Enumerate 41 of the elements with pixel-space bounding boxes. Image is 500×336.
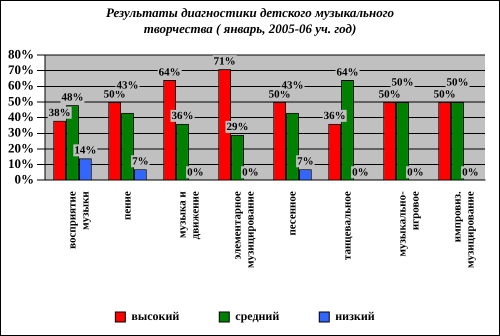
legend-label: низкий bbox=[335, 309, 375, 324]
x-tick-label: восприятие музыки bbox=[66, 190, 92, 249]
data-label: 50% bbox=[434, 88, 456, 100]
legend-label: высокий bbox=[131, 309, 180, 324]
y-tick-label: 30% bbox=[8, 124, 34, 140]
data-label: 48% bbox=[62, 91, 84, 104]
chart-title: Результаты диагностики детского музыкального творчества ( январь, 2005-06 уч. год) bbox=[104, 5, 396, 38]
y-tick-label: 50% bbox=[8, 93, 34, 108]
data-label: 0% bbox=[407, 166, 424, 179]
legend-label: средний bbox=[235, 309, 280, 324]
x-tick-label: танцевальное bbox=[341, 191, 354, 260]
data-label: 43% bbox=[282, 79, 304, 92]
data-label: 64% bbox=[158, 66, 181, 78]
data-label: 0% bbox=[242, 166, 259, 179]
data-label: 14% bbox=[74, 144, 96, 157]
data-label: 29% bbox=[226, 121, 248, 134]
data-label: 7% bbox=[132, 156, 149, 168]
data-label: 0% bbox=[352, 166, 369, 179]
y-tick-label: 40% bbox=[8, 108, 34, 124]
x-tick-label: песенное bbox=[286, 191, 298, 236]
data-label: 50% bbox=[378, 88, 401, 100]
data-label: 71% bbox=[214, 55, 236, 68]
y-tick-label: 20% bbox=[8, 140, 34, 156]
y-tick-label: 70% bbox=[8, 62, 34, 78]
x-tick-label: музыка и движение bbox=[176, 190, 202, 240]
x-tick-label: музыкально-игровое bbox=[396, 190, 422, 256]
data-label: 64% bbox=[336, 66, 358, 78]
data-label: 50% bbox=[392, 76, 414, 88]
data-label: 7% bbox=[297, 156, 314, 168]
y-tick-label: 80% bbox=[8, 46, 34, 62]
data-label: 38% bbox=[48, 107, 71, 120]
data-label: 0% bbox=[462, 166, 479, 179]
y-tick-label: 0% bbox=[14, 172, 34, 187]
y-tick-label: 60% bbox=[8, 78, 34, 93]
data-label: 0% bbox=[187, 166, 204, 179]
data-label: 36% bbox=[324, 110, 346, 122]
y-tick-label: 10% bbox=[8, 156, 34, 171]
data-label: 36% bbox=[172, 110, 194, 122]
x-tick-label: пение bbox=[121, 191, 134, 220]
data-label: 43% bbox=[116, 79, 138, 92]
data-label: 50% bbox=[446, 76, 468, 88]
